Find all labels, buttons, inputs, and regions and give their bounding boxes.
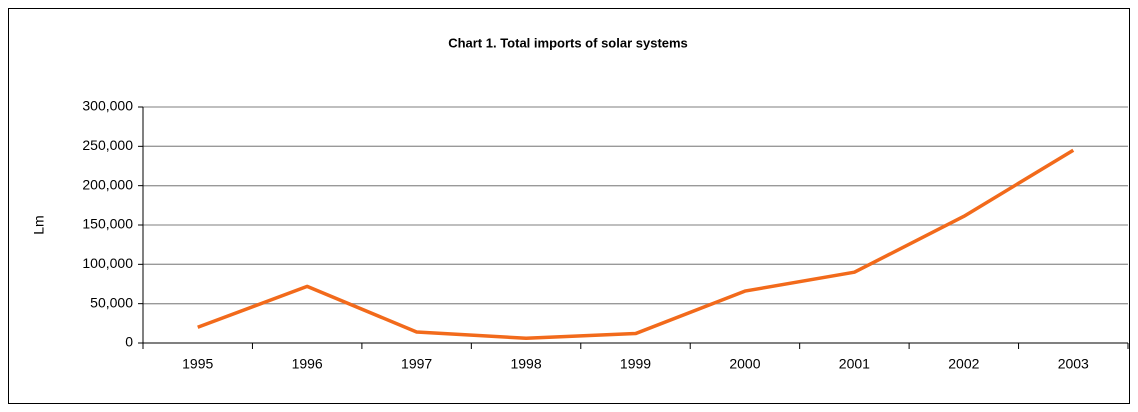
x-tick-label: 1996: [292, 356, 323, 372]
y-tick-label: 100,000: [82, 255, 133, 271]
x-tick-label: 1995: [182, 356, 213, 372]
y-tick-label: 250,000: [82, 137, 133, 153]
y-tick-label: 0: [125, 334, 133, 350]
x-tick-label: 2003: [1058, 356, 1089, 372]
y-axis-label: Lm: [31, 215, 47, 234]
x-tick-label: 2002: [948, 356, 979, 372]
y-tick-label: 300,000: [82, 98, 133, 114]
y-tick-label: 50,000: [90, 294, 133, 310]
data-line: [197, 148, 1075, 341]
x-tick-label: 1999: [620, 356, 651, 372]
chart-title: Chart 1. Total imports of solar systems: [448, 35, 688, 50]
x-tick-label: 2000: [729, 356, 760, 372]
x-tick-label: 1998: [510, 356, 541, 372]
y-tick-label: 200,000: [82, 176, 133, 192]
y-tick-label: 150,000: [82, 216, 133, 232]
chart-frame: [8, 8, 1130, 404]
x-tick-label: 1997: [401, 356, 432, 372]
x-tick-label: 2001: [839, 356, 870, 372]
